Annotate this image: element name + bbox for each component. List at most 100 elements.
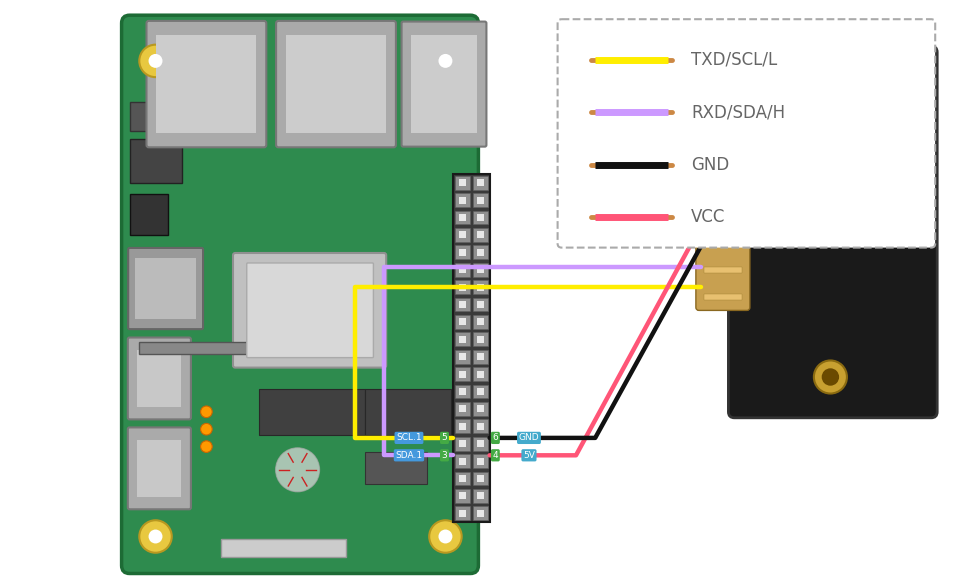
Bar (473, 419, 488, 433)
Bar (459, 231, 466, 238)
Circle shape (429, 520, 462, 553)
Circle shape (201, 406, 212, 418)
Bar (477, 440, 484, 447)
Bar (455, 245, 469, 259)
Bar (477, 405, 484, 412)
Bar (455, 315, 469, 329)
Text: RXD/SDA/H: RXD/SDA/H (691, 103, 785, 121)
Circle shape (814, 61, 847, 95)
FancyBboxPatch shape (729, 46, 937, 418)
Bar (473, 263, 488, 277)
Bar (473, 350, 488, 364)
Bar (473, 332, 488, 346)
Bar (455, 385, 469, 398)
Bar (137, 440, 181, 497)
Bar (459, 440, 466, 447)
Text: GND: GND (691, 156, 730, 174)
Circle shape (139, 520, 172, 553)
Bar (455, 506, 469, 520)
Bar (459, 510, 466, 517)
Bar (473, 315, 488, 329)
Bar (130, 194, 168, 235)
Bar (455, 228, 469, 242)
Circle shape (439, 54, 452, 68)
Text: 5: 5 (442, 433, 447, 443)
Circle shape (201, 423, 212, 435)
Text: 4: 4 (492, 451, 498, 460)
Bar (477, 423, 484, 430)
Bar (459, 336, 466, 343)
Bar (473, 176, 488, 190)
Bar (221, 539, 346, 557)
Bar (477, 510, 484, 517)
Bar (473, 228, 488, 242)
FancyBboxPatch shape (122, 15, 478, 574)
Bar (455, 211, 469, 224)
Circle shape (201, 441, 212, 452)
Bar (459, 353, 466, 360)
Bar (473, 472, 488, 485)
Bar (473, 385, 488, 398)
Bar (459, 475, 466, 482)
Bar (477, 318, 484, 325)
Bar (459, 318, 466, 325)
Bar (477, 353, 484, 360)
Bar (704, 267, 742, 273)
Bar (455, 454, 469, 468)
Bar (459, 405, 466, 412)
Circle shape (149, 530, 162, 543)
Bar (135, 258, 196, 319)
Circle shape (429, 45, 462, 77)
Bar (455, 263, 469, 277)
Circle shape (814, 360, 847, 393)
Bar (704, 240, 742, 246)
Bar (473, 245, 488, 259)
Bar (459, 214, 466, 221)
Text: SCL.1: SCL.1 (396, 433, 421, 443)
Bar (259, 389, 365, 435)
Bar (477, 179, 484, 186)
Bar (459, 492, 466, 499)
Bar (477, 475, 484, 482)
Bar (411, 35, 477, 133)
FancyBboxPatch shape (276, 21, 396, 147)
Bar (473, 193, 488, 207)
Bar (286, 35, 386, 133)
Bar (365, 389, 451, 435)
Bar (455, 367, 469, 381)
Bar (473, 489, 488, 503)
Circle shape (822, 70, 839, 87)
Bar (455, 489, 469, 503)
Bar (477, 458, 484, 465)
Text: SDA.1: SDA.1 (396, 451, 422, 460)
Bar (473, 298, 488, 311)
Text: 5V: 5V (523, 451, 535, 460)
Bar (130, 139, 182, 183)
Text: TXD/SCL/L: TXD/SCL/L (691, 51, 778, 69)
Bar (477, 336, 484, 343)
Bar (455, 193, 469, 207)
FancyBboxPatch shape (401, 21, 487, 147)
Bar (477, 231, 484, 238)
Bar (704, 213, 742, 219)
Bar (365, 452, 427, 484)
Bar (459, 371, 466, 378)
Bar (455, 176, 469, 190)
Bar (455, 298, 469, 311)
Bar (156, 35, 256, 133)
Circle shape (822, 368, 839, 386)
Bar (455, 472, 469, 485)
Circle shape (276, 448, 320, 492)
Bar (455, 437, 469, 451)
Bar (139, 342, 254, 354)
Bar (477, 284, 484, 291)
Bar (459, 266, 466, 273)
Bar (473, 367, 488, 381)
Bar (455, 280, 469, 294)
Text: 6: 6 (492, 433, 498, 443)
Bar (477, 388, 484, 395)
Bar (477, 492, 484, 499)
Bar (459, 301, 466, 308)
Bar (455, 332, 469, 346)
Bar (477, 214, 484, 221)
